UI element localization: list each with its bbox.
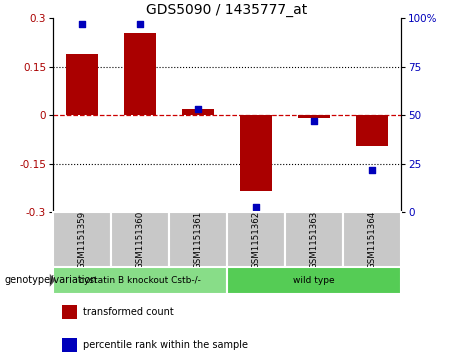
Text: GSM1151363: GSM1151363 xyxy=(309,211,319,269)
FancyBboxPatch shape xyxy=(53,212,111,267)
Point xyxy=(252,204,260,209)
Bar xyxy=(356,115,388,146)
Bar xyxy=(240,115,272,191)
Point xyxy=(195,106,202,112)
Point xyxy=(310,118,318,124)
Bar xyxy=(182,109,214,115)
FancyBboxPatch shape xyxy=(227,267,401,294)
Text: GSM1151362: GSM1151362 xyxy=(252,211,260,269)
Text: GSM1151361: GSM1151361 xyxy=(194,211,202,269)
Text: GSM1151364: GSM1151364 xyxy=(367,211,377,269)
Text: GSM1151359: GSM1151359 xyxy=(77,211,87,269)
Text: GSM1151360: GSM1151360 xyxy=(136,211,145,269)
FancyBboxPatch shape xyxy=(343,212,401,267)
FancyBboxPatch shape xyxy=(111,212,169,267)
Point xyxy=(136,21,144,27)
Bar xyxy=(66,54,98,115)
FancyBboxPatch shape xyxy=(53,267,227,294)
Text: percentile rank within the sample: percentile rank within the sample xyxy=(83,340,248,350)
Bar xyxy=(124,33,156,115)
Text: wild type: wild type xyxy=(293,276,335,285)
FancyBboxPatch shape xyxy=(285,212,343,267)
Text: genotype/variation: genotype/variation xyxy=(5,275,97,285)
Point xyxy=(368,167,376,172)
FancyBboxPatch shape xyxy=(169,212,227,267)
Point xyxy=(78,21,86,27)
FancyBboxPatch shape xyxy=(227,212,285,267)
Bar xyxy=(298,115,330,118)
Text: cystatin B knockout Cstb-/-: cystatin B knockout Cstb-/- xyxy=(79,276,201,285)
Text: transformed count: transformed count xyxy=(83,307,174,317)
Polygon shape xyxy=(50,274,55,287)
Title: GDS5090 / 1435777_at: GDS5090 / 1435777_at xyxy=(147,3,307,17)
